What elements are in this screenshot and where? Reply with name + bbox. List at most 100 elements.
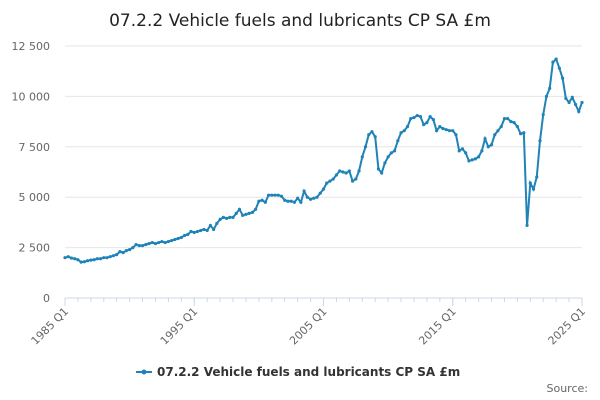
chart-title: 07.2.2 Vehicle fuels and lubricants CP S… [109, 11, 491, 31]
point [305, 195, 309, 199]
point [460, 147, 465, 151]
point [95, 257, 99, 261]
x-tick-label: 1985 Q1 [29, 305, 72, 348]
point [506, 116, 510, 121]
point [102, 256, 106, 260]
point [289, 199, 293, 203]
point [477, 155, 481, 159]
point [380, 171, 384, 175]
point [318, 191, 322, 195]
point [425, 121, 429, 125]
point [383, 161, 387, 165]
point [386, 155, 390, 159]
point [283, 198, 287, 202]
point [134, 242, 138, 247]
point [405, 125, 410, 129]
point [257, 199, 261, 203]
point [334, 173, 339, 177]
point [544, 94, 549, 98]
point [541, 112, 545, 117]
source: Source: [547, 382, 589, 395]
y-tick-label: 10 000 [12, 90, 51, 103]
point [221, 215, 225, 219]
point [231, 215, 235, 219]
point [409, 116, 413, 121]
point [128, 248, 132, 252]
point [376, 167, 381, 171]
point [415, 113, 419, 118]
point [483, 137, 487, 141]
point [347, 169, 351, 173]
point [79, 260, 83, 264]
point [486, 145, 490, 149]
point [166, 239, 170, 244]
point [350, 179, 355, 183]
x-tick-label: 2025 Q1 [546, 305, 589, 348]
point [360, 155, 364, 159]
point [499, 125, 503, 129]
y-tick-label: 7 500 [19, 141, 51, 154]
point [212, 227, 216, 232]
point [115, 253, 119, 257]
point [464, 151, 468, 155]
point [218, 217, 222, 221]
point [124, 249, 128, 253]
point [525, 223, 529, 228]
point [63, 256, 67, 260]
point [118, 250, 122, 254]
point [111, 254, 116, 258]
y-tick-label: 12 500 [12, 40, 51, 53]
point [493, 133, 497, 137]
point [328, 179, 332, 183]
point [244, 212, 248, 216]
point [82, 260, 86, 264]
point [509, 120, 513, 124]
point [561, 76, 565, 80]
point [548, 86, 552, 90]
point [399, 131, 403, 135]
point [457, 149, 461, 153]
point [315, 195, 319, 199]
point [441, 127, 445, 131]
point [260, 198, 264, 202]
point [344, 171, 348, 175]
point [535, 175, 539, 179]
legend-text: 07.2.2 Vehicle fuels and lubricants CP S… [157, 365, 460, 379]
point [105, 256, 109, 260]
point [299, 200, 303, 204]
point [370, 130, 374, 134]
point [89, 258, 93, 262]
point [519, 132, 523, 136]
point [357, 169, 361, 173]
point [434, 129, 439, 133]
point [554, 57, 558, 61]
point [186, 232, 190, 237]
point [431, 117, 435, 122]
point [163, 240, 167, 245]
point [279, 194, 284, 198]
point [195, 229, 200, 234]
point [121, 251, 125, 255]
point [176, 236, 180, 241]
point [502, 116, 507, 121]
point [528, 181, 532, 185]
point [392, 149, 397, 153]
legend-marker [141, 369, 147, 375]
point [276, 193, 280, 197]
point [470, 158, 474, 162]
series-line [64, 57, 583, 264]
point [489, 143, 494, 147]
point [551, 60, 555, 64]
point [234, 211, 238, 215]
point [312, 196, 316, 200]
point [428, 114, 432, 119]
point [412, 115, 416, 120]
point [338, 169, 342, 173]
point [86, 259, 90, 263]
point [577, 109, 581, 114]
point [296, 196, 300, 200]
point [173, 237, 177, 242]
x-tick-label: 1995 Q1 [158, 305, 201, 348]
point [580, 100, 584, 105]
point [147, 241, 151, 246]
